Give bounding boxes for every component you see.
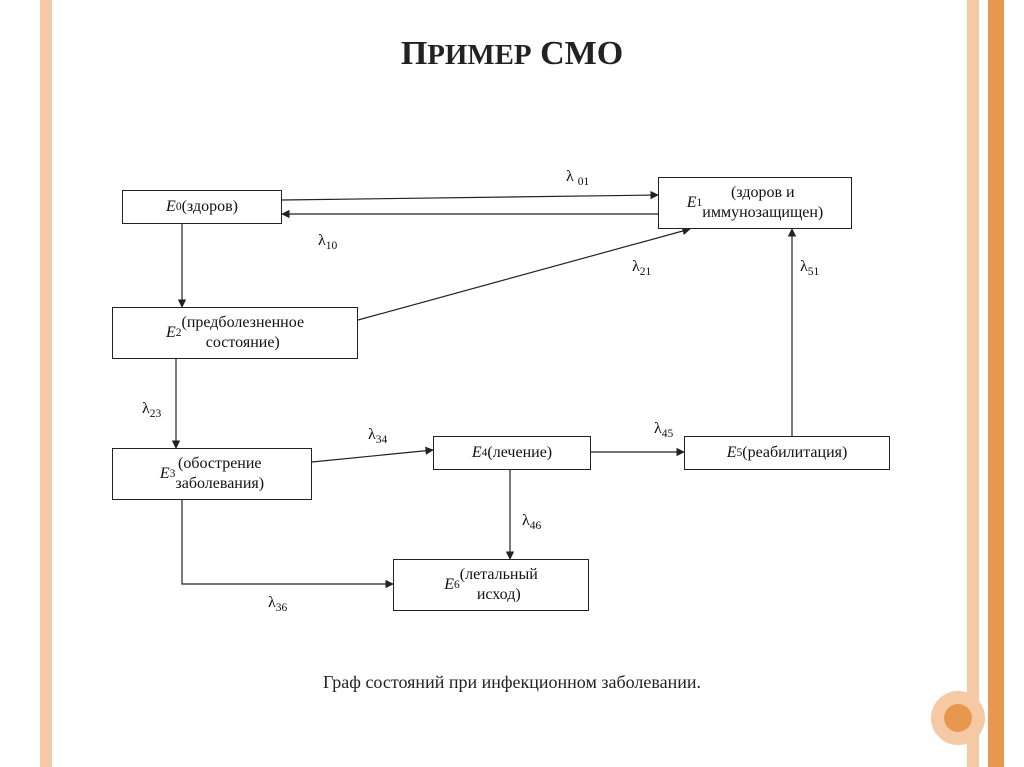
edge-label-e45: λ45	[654, 420, 673, 440]
edge-label-e36: λ36	[268, 594, 287, 614]
corner-deco-inner	[944, 704, 972, 732]
edge-label-e01: λ 01	[566, 168, 589, 188]
node-E4: E4 (лечение)	[433, 436, 591, 470]
edge-label-e23: λ23	[142, 400, 161, 420]
edge-label-e46: λ46	[522, 512, 541, 532]
edge-label-e10: λ10	[318, 232, 337, 252]
edges-layer	[0, 0, 1024, 767]
node-E2: E2 (предболезненноесостояние)	[112, 307, 358, 359]
edge-e36	[182, 500, 393, 584]
edge-label-e21: λ21	[632, 258, 651, 278]
edge-e34	[312, 450, 433, 462]
edge-e01	[282, 195, 658, 200]
caption: Граф состояний при инфекционном заболева…	[0, 672, 1024, 693]
node-E1: E1 (здоров ииммунозащищен)	[658, 177, 852, 229]
node-E6: E6 (летальныйисход)	[393, 559, 589, 611]
edge-label-e34: λ34	[368, 426, 387, 446]
node-E5: E5 (реабилитация)	[684, 436, 890, 470]
node-E0: E0 (здоров)	[122, 190, 282, 224]
node-E3: E3 (обострениезаболевания)	[112, 448, 312, 500]
edge-label-e51: λ51	[800, 258, 819, 278]
